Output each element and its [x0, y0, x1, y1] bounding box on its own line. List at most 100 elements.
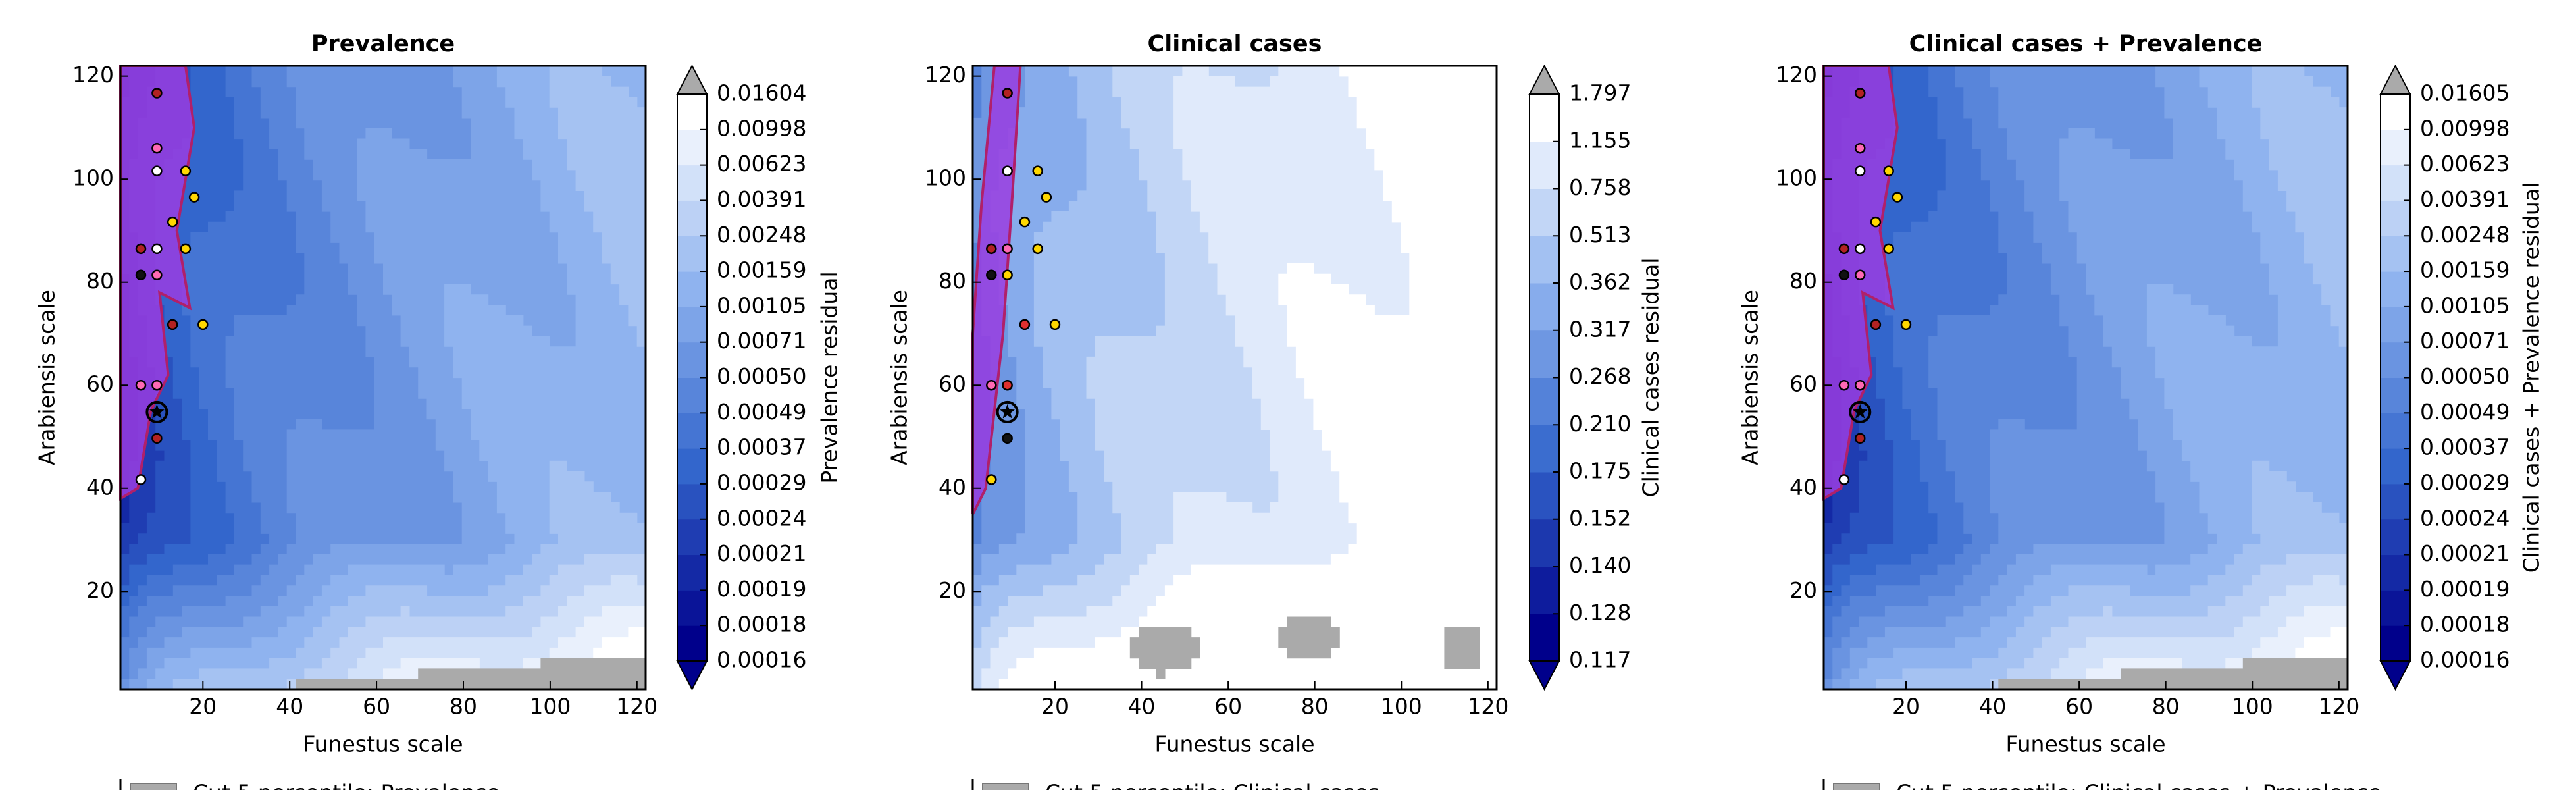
contour-band: [172, 66, 646, 690]
colorbar-band: [1530, 94, 1559, 142]
colorbar-tick-label: 0.140: [1569, 552, 1631, 578]
colorbar-band: [677, 554, 707, 591]
colorbar-band: [2381, 413, 2410, 449]
contour-band: [1832, 66, 2279, 690]
sample-point: [1002, 433, 1013, 444]
colorbar-band: [2381, 342, 2410, 378]
y-tick-label: 100: [72, 165, 114, 191]
colorbar-under: [2379, 660, 2411, 691]
colorbar-tick-label: 0.00050: [2420, 363, 2510, 389]
y-tick-label: 80: [86, 268, 114, 294]
sample-point: [151, 142, 163, 154]
contour-band: [973, 66, 1279, 690]
y-tick-label: 80: [1790, 268, 1817, 294]
colorbar-tick-label: 0.00016: [2420, 647, 2510, 673]
colorbar-tick-label: 0.00071: [2420, 328, 2510, 354]
colorbar-band: [677, 165, 707, 201]
x-tick-label: 100: [529, 694, 571, 720]
sample-point: [1002, 379, 1013, 391]
colorbar-tick-label: 0.00391: [2420, 186, 2510, 212]
sample-point: [1032, 165, 1043, 176]
y-axis-label: Arabiensis scale: [1738, 290, 1763, 465]
colorbar-tick-label: 0.00105: [717, 292, 806, 318]
x-tick-label: 80: [450, 694, 477, 720]
colorbar-tick-label: 0.00623: [717, 151, 806, 176]
colorbar-tick-label: 0.00391: [717, 186, 806, 212]
sample-point: [986, 269, 997, 281]
x-axis-label: Funestus scale: [2005, 731, 2165, 757]
colorbar-band: [2381, 306, 2410, 343]
x-tick-label: 40: [1128, 694, 1156, 720]
colorbar-tick-label: 0.00623: [2420, 151, 2510, 176]
contour-band: [120, 66, 244, 607]
colorbar-band: [1530, 566, 1559, 614]
colorbar-tick-label: 0.128: [1569, 600, 1631, 625]
colorbar-tick-label: 0.00021: [2420, 540, 2510, 566]
x-tick-label: 40: [1979, 694, 2007, 720]
colorbar-tick-label: 0.00029: [717, 469, 806, 495]
y-tick-label: 20: [86, 577, 114, 603]
contour-band: [146, 66, 646, 690]
colorbar-tick-label: 0.00105: [2420, 292, 2510, 318]
sample-point: [1855, 379, 1866, 391]
sample-point: [135, 474, 147, 485]
contour-band: [998, 66, 1497, 690]
colorbar-band: [1530, 614, 1559, 662]
chart-title: Prevalence: [311, 31, 455, 57]
contour-band: [593, 627, 646, 659]
colorbar-band: [677, 413, 707, 449]
x-tick-label: 20: [1041, 694, 1069, 720]
sample-point: [1855, 165, 1866, 176]
x-tick-label: 60: [1214, 694, 1242, 720]
best-star: [1000, 404, 1015, 419]
contour-band: [383, 606, 646, 679]
colorbar-tick-label: 0.01604: [717, 80, 806, 106]
sample-point: [151, 433, 163, 444]
sample-point: [1002, 165, 1013, 176]
colorbar-band: [2381, 236, 2410, 272]
colorbar-tick-label: 0.00018: [717, 612, 806, 637]
contour-band: [348, 575, 646, 679]
legend-swatch: [1833, 783, 1880, 790]
colorbar-band: [1530, 141, 1559, 189]
colorbar-tick-label: 0.00050: [717, 363, 806, 389]
x-tick-label: 40: [276, 694, 303, 720]
x-tick-label: 60: [363, 694, 390, 720]
sample-point: [1883, 165, 1894, 176]
colorbar-band: [1530, 236, 1559, 284]
y-tick-label: 100: [925, 165, 966, 191]
best-point: [1849, 400, 1872, 423]
colorbar-under: [1528, 660, 1560, 691]
sample-point: [1032, 243, 1043, 255]
colorbar-label: Prevalence residual: [817, 271, 842, 483]
x-tick-label: 120: [1467, 694, 1508, 720]
sample-point: [135, 243, 147, 255]
colorbar-tick-label: 1.155: [1569, 127, 1631, 153]
colorbar-band: [677, 236, 707, 272]
y-tick-label: 20: [939, 577, 966, 603]
x-tick-label: 100: [1381, 694, 1422, 720]
legend-swatch: [982, 783, 1029, 790]
colorbar-band: [2381, 271, 2410, 307]
sample-point: [1855, 88, 1866, 99]
y-tick-label: 120: [72, 62, 114, 88]
y-axis-label: Arabiensis scale: [34, 290, 60, 465]
y-tick-label: 120: [1776, 62, 1817, 88]
colorbar-tick-label: 0.513: [1569, 222, 1631, 248]
colorbar-band: [677, 483, 707, 520]
colorbar-band: [677, 377, 707, 413]
colorbar-band: [677, 590, 707, 626]
colorbar-tick-label: 0.00248: [2420, 222, 2510, 248]
colorbar-tick-label: 0.00019: [2420, 576, 2510, 602]
colorbar-band: [2381, 519, 2410, 556]
colorbar-tick-label: 0.00037: [717, 434, 806, 460]
contour-band: [129, 66, 577, 690]
contour-band: [1824, 66, 2174, 690]
colorbar-tick-label: 0.362: [1569, 269, 1631, 295]
contour-band: [2050, 575, 2348, 679]
colorbar-band: [2381, 590, 2410, 626]
sample-point: [1892, 192, 1903, 203]
colorbar-band: [2381, 200, 2410, 236]
colorbar-band: [2381, 625, 2410, 662]
legend-swatch: [130, 783, 177, 790]
